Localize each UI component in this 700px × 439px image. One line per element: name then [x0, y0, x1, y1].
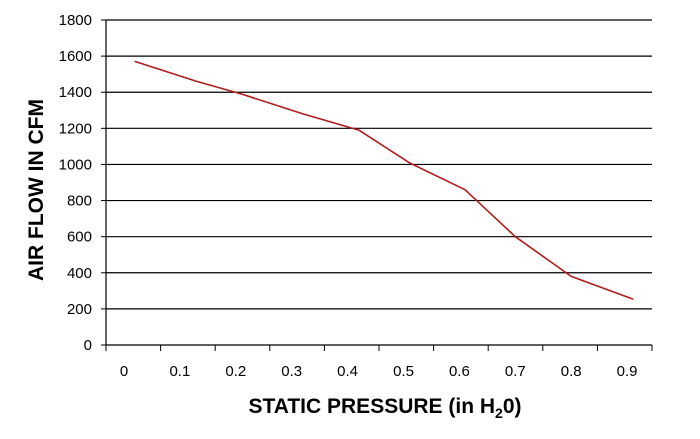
y-tick-label-1400: 1400: [59, 84, 92, 101]
y-tick-label-400: 400: [67, 265, 92, 282]
x-tick-label-0.9: 0.9: [617, 363, 638, 380]
y-tick-label-800: 800: [67, 193, 92, 210]
y-tick-labels: 0 200 400 600 800 1000 1200 1400 1600 1800: [59, 12, 92, 354]
y-tick-label-0: 0: [84, 337, 92, 354]
y-tick-label-1200: 1200: [59, 120, 92, 137]
x-axis-title: STATIC PRESSURE (in H20): [248, 395, 521, 421]
series-lines: [134, 60, 634, 300]
y-axis-title: AIR FLOW IN CFM: [25, 99, 48, 281]
y-tick-label-600: 600: [67, 229, 92, 246]
axes: [101, 19, 653, 351]
y-tick-label-200: 200: [67, 301, 92, 318]
x-axis-title-subscript: 2: [495, 405, 503, 421]
x-tick-label-0.1: 0.1: [169, 363, 190, 380]
x-axis-title-prefix: STATIC PRESSURE (in H: [248, 395, 495, 418]
y-tick-label-1800: 1800: [59, 12, 92, 29]
x-tick-label-0.4: 0.4: [337, 363, 358, 380]
x-tick-label-0: 0: [120, 363, 128, 380]
x-tick-label-0.7: 0.7: [505, 363, 526, 380]
y-tick-label-1600: 1600: [59, 48, 92, 65]
x-axis-title-suffix: 0): [503, 395, 522, 418]
x-tick-label-0.5: 0.5: [393, 363, 414, 380]
series-line-0: [134, 60, 634, 300]
grid-lines: [106, 19, 652, 310]
x-tick-label-0.6: 0.6: [449, 363, 470, 380]
x-tick-label-0.8: 0.8: [561, 363, 582, 380]
x-tick-labels: 0 0.1 0.2 0.3 0.4 0.5 0.6 0.7 0.8 0.9: [120, 363, 638, 380]
y-tick-label-1000: 1000: [59, 156, 92, 173]
x-tick-label-0.3: 0.3: [281, 363, 302, 380]
x-tick-label-0.2: 0.2: [225, 363, 246, 380]
